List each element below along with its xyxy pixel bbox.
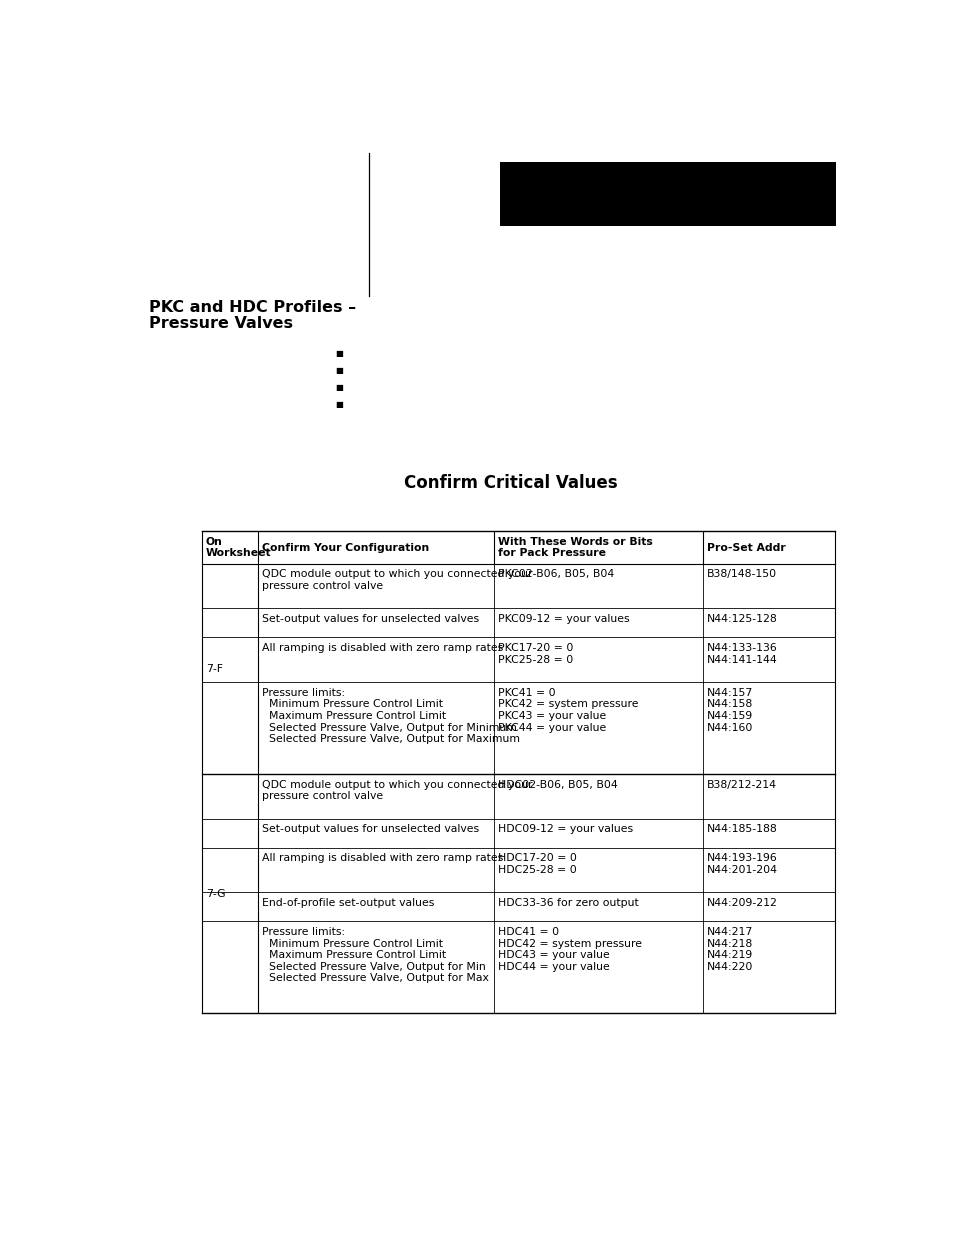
Text: ■: ■: [335, 383, 343, 393]
Text: PKC and HDC Profiles –: PKC and HDC Profiles –: [149, 300, 355, 315]
Text: N44:157
N44:158
N44:159
N44:160: N44:157 N44:158 N44:159 N44:160: [706, 688, 753, 732]
Text: ■: ■: [335, 367, 343, 375]
Text: ■: ■: [335, 400, 343, 410]
Text: Confirm Critical Values: Confirm Critical Values: [403, 474, 617, 493]
Text: End-of-profile set-output values: End-of-profile set-output values: [262, 898, 434, 908]
Text: HDC41 = 0
HDC42 = system pressure
HDC43 = your value
HDC44 = your value: HDC41 = 0 HDC42 = system pressure HDC43 …: [497, 927, 641, 972]
Text: HDC02-B06, B05, B04: HDC02-B06, B05, B04: [497, 779, 618, 789]
Text: Confirm Your Configuration: Confirm Your Configuration: [262, 542, 429, 552]
Text: All ramping is disabled with zero ramp rates: All ramping is disabled with zero ramp r…: [262, 853, 503, 863]
Text: N44:125-128: N44:125-128: [706, 614, 777, 624]
Text: 7-G: 7-G: [206, 888, 225, 899]
Text: 7-F: 7-F: [206, 664, 222, 674]
Text: Pressure Valves: Pressure Valves: [149, 316, 293, 331]
Text: N44:217
N44:218
N44:219
N44:220: N44:217 N44:218 N44:219 N44:220: [706, 927, 753, 972]
Text: Chapter  9: Chapter 9: [509, 174, 596, 189]
Text: QDC module output to which you connected your
pressure control valve: QDC module output to which you connected…: [262, 779, 532, 802]
Bar: [499, 162, 836, 226]
Text: N44:133-136
N44:141-144: N44:133-136 N44:141-144: [706, 643, 777, 664]
Text: Pressure limits:
  Minimum Pressure Control Limit
  Maximum Pressure Control Lim: Pressure limits: Minimum Pressure Contro…: [262, 927, 489, 983]
Text: Set-output values for unselected valves: Set-output values for unselected valves: [262, 824, 478, 835]
Text: ■: ■: [335, 350, 343, 358]
Text: PKC17-20 = 0
PKC25-28 = 0: PKC17-20 = 0 PKC25-28 = 0: [497, 643, 573, 664]
Text: Pressure limits:
  Minimum Pressure Control Limit
  Maximum Pressure Control Lim: Pressure limits: Minimum Pressure Contro…: [262, 688, 519, 745]
Text: PKC09-12 = your values: PKC09-12 = your values: [497, 614, 629, 624]
Text: Pro-Set Addr: Pro-Set Addr: [706, 542, 785, 552]
Text: QDC module output to which you connected your
pressure control valve: QDC module output to which you connected…: [262, 569, 532, 592]
Text: PKC41 = 0
PKC42 = system pressure
PKC43 = your value
PKC44 = your value: PKC41 = 0 PKC42 = system pressure PKC43 …: [497, 688, 638, 732]
Text: B38/212-214: B38/212-214: [706, 779, 776, 789]
Text: With These Words or Bits
for Pack Pressure: With These Words or Bits for Pack Pressu…: [497, 537, 652, 558]
Text: Span Your Valves: Span Your Valves: [509, 198, 634, 212]
Text: PKC02-B06, B05, B04: PKC02-B06, B05, B04: [497, 569, 614, 579]
Text: HDC33-36 for zero output: HDC33-36 for zero output: [497, 898, 639, 908]
Text: N44:193-196
N44:201-204: N44:193-196 N44:201-204: [706, 853, 778, 874]
Text: On
Worksheet: On Worksheet: [206, 537, 271, 558]
Text: HDC17-20 = 0
HDC25-28 = 0: HDC17-20 = 0 HDC25-28 = 0: [497, 853, 577, 874]
Text: Set-output values for unselected valves: Set-output values for unselected valves: [262, 614, 478, 624]
Text: HDC09-12 = your values: HDC09-12 = your values: [497, 824, 633, 835]
Text: B38/148-150: B38/148-150: [706, 569, 777, 579]
Text: N44:209-212: N44:209-212: [706, 898, 777, 908]
Text: All ramping is disabled with zero ramp rates: All ramping is disabled with zero ramp r…: [262, 643, 503, 653]
Text: N44:185-188: N44:185-188: [706, 824, 777, 835]
